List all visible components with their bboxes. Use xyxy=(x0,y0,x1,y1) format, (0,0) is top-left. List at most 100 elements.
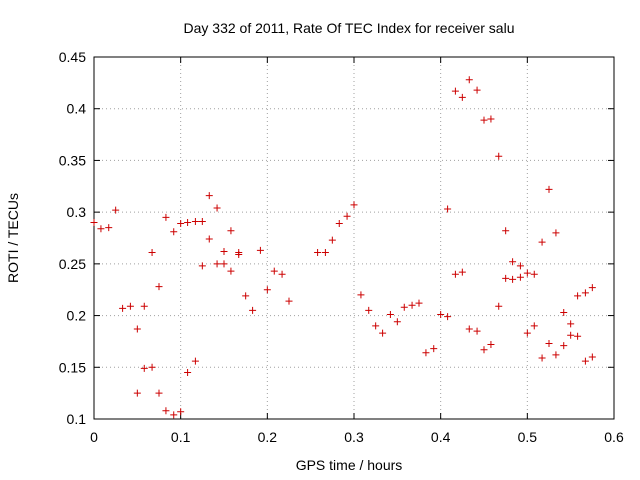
data-point xyxy=(516,262,524,270)
data-point xyxy=(458,268,466,276)
data-point xyxy=(133,325,141,333)
data-point xyxy=(545,185,553,193)
data-point xyxy=(502,274,510,282)
y-tick-label: 0.2 xyxy=(67,308,87,324)
data-point xyxy=(205,192,213,200)
data-point xyxy=(545,339,553,347)
data-point xyxy=(473,86,481,94)
data-point xyxy=(148,248,156,256)
data-point xyxy=(487,341,495,349)
data-point xyxy=(328,236,336,244)
data-point xyxy=(480,346,488,354)
data-point xyxy=(509,258,517,266)
y-tick-label: 0.1 xyxy=(67,411,87,427)
data-point xyxy=(90,218,98,226)
data-points xyxy=(90,76,596,419)
data-point xyxy=(335,220,343,228)
data-point xyxy=(119,304,127,312)
data-point xyxy=(495,302,503,310)
data-point xyxy=(581,357,589,365)
data-point xyxy=(162,213,170,221)
chart-title: Day 332 of 2011, Rate Of TEC Index for r… xyxy=(184,20,515,36)
y-tick-label: 0.3 xyxy=(67,204,87,220)
y-tick-label: 0.4 xyxy=(67,101,87,117)
x-axis-label: GPS time / hours xyxy=(296,457,403,473)
data-point xyxy=(350,201,358,209)
data-point xyxy=(213,204,221,212)
data-point xyxy=(321,248,329,256)
data-point xyxy=(509,275,517,283)
data-point xyxy=(552,351,560,359)
data-point xyxy=(465,76,473,84)
data-point xyxy=(437,311,445,319)
data-point xyxy=(112,206,120,214)
data-point xyxy=(538,354,546,362)
x-tick-label: 0.3 xyxy=(344,429,364,445)
data-point xyxy=(473,327,481,335)
x-tick-label: 0.2 xyxy=(258,429,278,445)
data-point xyxy=(415,299,423,307)
data-point xyxy=(177,220,185,228)
data-point xyxy=(552,229,560,237)
y-tick-label: 0.45 xyxy=(59,49,86,65)
x-tick-label: 0.1 xyxy=(171,429,191,445)
data-point xyxy=(365,306,373,314)
data-point xyxy=(227,267,235,275)
x-tick-label: 0.4 xyxy=(431,429,451,445)
data-point xyxy=(133,389,141,397)
data-point xyxy=(343,212,351,220)
data-point xyxy=(530,270,538,278)
data-point xyxy=(530,322,538,330)
data-point xyxy=(177,408,185,416)
data-point xyxy=(140,302,148,310)
data-point xyxy=(242,292,250,300)
data-point xyxy=(285,297,293,305)
data-point xyxy=(379,329,387,337)
data-point xyxy=(184,218,192,226)
y-tick-label: 0.35 xyxy=(59,152,86,168)
data-point xyxy=(588,284,596,292)
data-point xyxy=(227,227,235,235)
y-axis-label: ROTI / TECUs xyxy=(5,193,21,283)
data-point xyxy=(126,302,134,310)
data-point xyxy=(170,411,178,419)
grid-lines xyxy=(94,57,614,419)
data-point xyxy=(502,227,510,235)
data-point xyxy=(480,116,488,124)
data-point xyxy=(205,235,213,243)
axis-ticks: 0 0.1 0.2 0.3 0.4 0.5 0.60.10.150.20.250.30.35… xyxy=(59,49,624,445)
data-point xyxy=(422,349,430,357)
y-tick-label: 0.15 xyxy=(59,359,86,375)
x-tick-label: 0 xyxy=(90,429,98,445)
data-point xyxy=(140,364,148,372)
data-point xyxy=(148,363,156,371)
data-point xyxy=(97,225,105,233)
data-point xyxy=(523,269,531,277)
data-point xyxy=(170,228,178,236)
data-point xyxy=(451,87,459,95)
data-point xyxy=(487,115,495,123)
data-point xyxy=(270,267,278,275)
data-point xyxy=(560,342,568,350)
data-point xyxy=(581,289,589,297)
data-point xyxy=(393,318,401,326)
data-point xyxy=(444,313,452,321)
data-point xyxy=(198,262,206,270)
data-point xyxy=(191,217,199,225)
data-point xyxy=(408,301,416,309)
data-point xyxy=(430,345,438,353)
data-point xyxy=(560,308,568,316)
data-point xyxy=(256,246,264,254)
data-point xyxy=(372,322,380,330)
data-point xyxy=(357,291,365,299)
data-point xyxy=(444,205,452,213)
data-point xyxy=(198,217,206,225)
data-point xyxy=(314,248,322,256)
data-point xyxy=(451,270,459,278)
data-point xyxy=(220,260,228,268)
data-point xyxy=(155,389,163,397)
data-point xyxy=(162,407,170,415)
x-tick-label: 0.5 xyxy=(518,429,538,445)
data-point xyxy=(574,332,582,340)
